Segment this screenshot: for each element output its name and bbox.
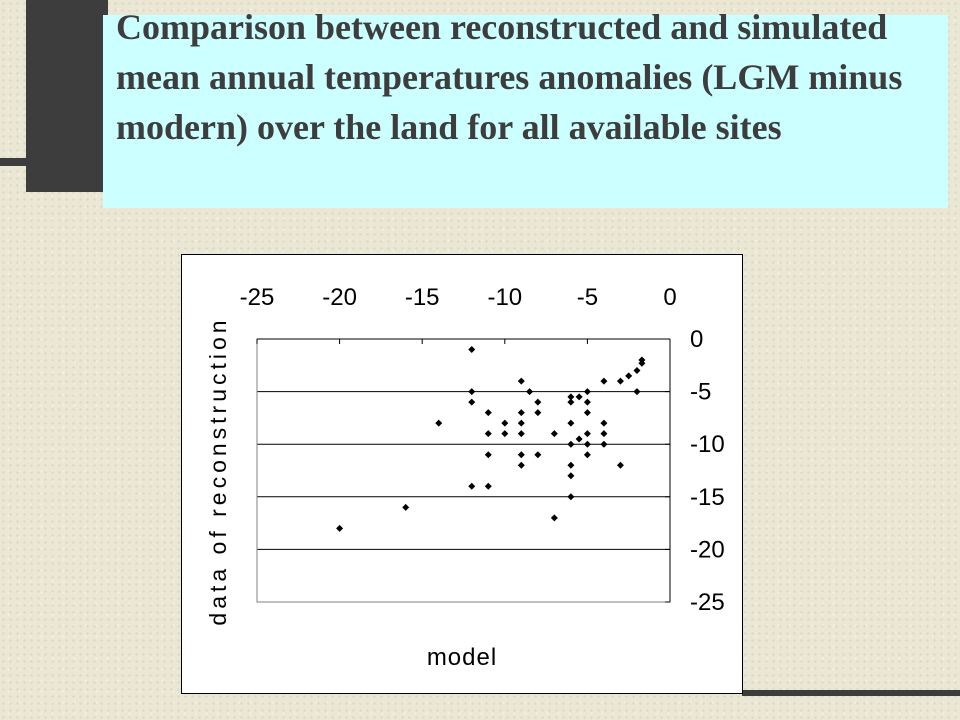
data-point (534, 398, 542, 406)
data-point (501, 430, 509, 438)
data-point (616, 461, 624, 469)
data-point (534, 451, 542, 459)
data-point (625, 372, 633, 380)
scatter-chart: -25 -20 -15 -10 -5 00 -5 -10 -15 -20 -25 model data … (205, 284, 725, 671)
data-point (567, 419, 575, 427)
data-point (567, 440, 575, 448)
data-point (534, 409, 542, 417)
x-tick-label: 0 (663, 284, 676, 311)
data-point (336, 524, 344, 532)
data-point (575, 435, 583, 443)
data-point (567, 393, 575, 401)
x-tick-label: -15 (405, 284, 440, 311)
data-point (633, 367, 641, 375)
data-point (484, 451, 492, 459)
x-tick-label: -10 (487, 284, 522, 311)
data-point (468, 398, 476, 406)
data-point (583, 388, 591, 396)
decorative-left-line (0, 158, 108, 166)
data-point (600, 419, 608, 427)
chart-frame: -25 -20 -15 -10 -5 0 0 -5 -10 -15 -20 -25 model data … (181, 254, 743, 694)
data-point (567, 472, 575, 480)
slide-title: Comparison between reconstructed and sim… (116, 7, 903, 147)
y-tick-label: -15 (690, 484, 725, 511)
decorative-bottom-line (742, 690, 960, 696)
data-point (468, 482, 476, 490)
title-box (103, 15, 948, 208)
data-point (633, 388, 641, 396)
data-point (600, 377, 608, 385)
data-point (583, 451, 591, 459)
x-tick-label: -20 (322, 284, 357, 311)
data-point (583, 409, 591, 417)
data-point (484, 482, 492, 490)
data-point (517, 419, 525, 427)
data-point (567, 461, 575, 469)
data-point (526, 388, 534, 396)
plot-area-border (256, 338, 671, 603)
data-point (583, 398, 591, 406)
data-point (517, 377, 525, 385)
y-tick-label: -25 (690, 589, 725, 616)
data-point (402, 503, 410, 511)
data-point (468, 346, 476, 354)
data-point (468, 388, 476, 396)
y-tick-label: -5 (690, 379, 711, 406)
data-point (583, 440, 591, 448)
data-point (517, 409, 525, 417)
data-point (501, 419, 509, 427)
data-point (435, 419, 443, 427)
y-tick-label: -10 (690, 431, 725, 458)
data-point (575, 393, 583, 401)
y-axis-title: data of reconstruction (205, 316, 231, 625)
data-point (567, 398, 575, 406)
data-point (600, 440, 608, 448)
data-point (517, 461, 525, 469)
x-tick-label: -5 (577, 284, 598, 311)
data-point (517, 430, 525, 438)
data-point (517, 451, 525, 459)
y-tick-label: 0 (690, 326, 703, 353)
data-point (484, 409, 492, 417)
y-tick-label: -20 (690, 536, 725, 563)
data-point (484, 430, 492, 438)
x-axis-title: model (427, 644, 497, 671)
data-point (600, 430, 608, 438)
data-point (638, 356, 646, 364)
data-point (550, 514, 558, 522)
data-point (550, 430, 558, 438)
data-point (583, 430, 591, 438)
x-tick-label: -25 (240, 284, 275, 311)
data-point (567, 493, 575, 501)
data-point (616, 377, 624, 385)
